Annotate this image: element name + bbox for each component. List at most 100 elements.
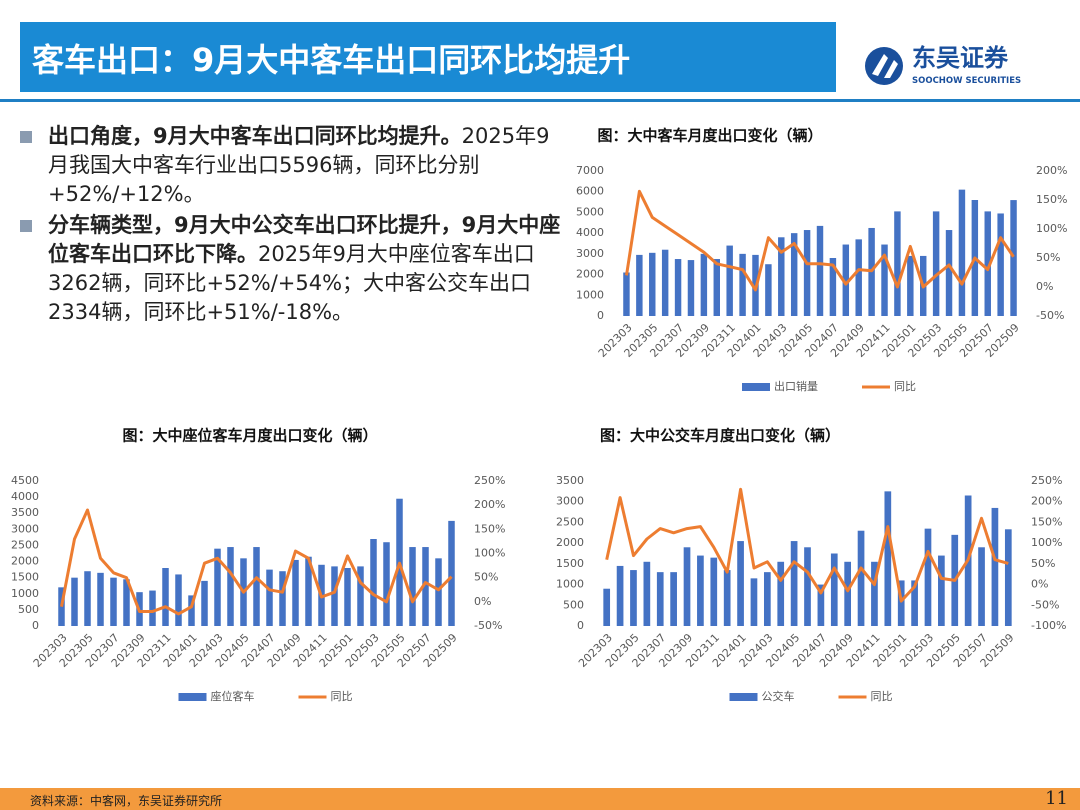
legend-label: 座位客车 — [211, 689, 255, 703]
bar — [938, 555, 945, 626]
bar — [932, 211, 940, 316]
y2-tick-label: -50% — [1036, 309, 1064, 322]
bar — [383, 542, 390, 626]
bar — [765, 264, 772, 316]
legend-swatch — [742, 383, 770, 391]
bar — [790, 541, 798, 626]
footer-bar: 资料来源：中客网，东吴证券研究所 11 — [0, 788, 1080, 810]
bar — [175, 574, 182, 626]
line — [605, 487, 1009, 603]
y2-tick-label: 0% — [1036, 280, 1053, 293]
bar — [603, 588, 611, 626]
bar — [1004, 529, 1012, 626]
bar — [790, 233, 798, 316]
legend-label: 同比 — [894, 380, 916, 393]
bar — [305, 556, 312, 626]
y2-tick-label: 50% — [1036, 251, 1060, 264]
y2-tick-label: 100% — [474, 547, 505, 560]
header-rule — [0, 99, 1080, 102]
y-tick-label: 3500 — [556, 474, 584, 487]
bar — [737, 541, 744, 626]
bar — [253, 547, 260, 626]
bar — [978, 547, 985, 626]
bar — [670, 572, 677, 626]
chart-title: 图：大中客车月度出口变化（辆） — [597, 127, 822, 145]
bar — [292, 559, 299, 626]
bar — [162, 568, 169, 626]
y2-tick-label: 250% — [474, 474, 505, 487]
y2-tick-label: 150% — [474, 522, 505, 535]
logo-cn: 东吴证券 — [912, 44, 1009, 72]
bar — [911, 580, 918, 626]
bar — [656, 572, 664, 626]
bar — [816, 225, 824, 316]
bar — [661, 249, 669, 316]
y-tick-label: 0 — [32, 619, 39, 632]
line — [625, 189, 1015, 292]
y-tick-label: 3000 — [11, 522, 39, 535]
bar — [817, 584, 825, 626]
y2-tick-label: 0% — [474, 595, 491, 608]
bar — [357, 566, 364, 626]
bar — [71, 577, 78, 626]
y-tick-label: 4000 — [576, 226, 604, 239]
bar — [687, 260, 695, 316]
bar — [700, 253, 708, 316]
legend-label: 同比 — [331, 690, 353, 703]
bar — [710, 557, 718, 626]
page-number: 11 — [1045, 788, 1068, 809]
line — [60, 508, 453, 616]
source: 资料来源：中客网，东吴证券研究所 — [30, 794, 223, 808]
bar — [448, 520, 455, 626]
bar — [829, 258, 837, 316]
y-tick-label: 3000 — [556, 495, 584, 508]
y-tick-label: 0 — [577, 619, 584, 632]
logo: 东吴证券 SOOCHOW SECURITIES — [865, 44, 1021, 86]
bar — [616, 565, 624, 626]
bar — [697, 555, 704, 626]
y2-tick-label: 250% — [1031, 474, 1062, 487]
bar — [726, 245, 733, 316]
bar — [683, 547, 691, 626]
slide-title: 客车出口：9月大中客车出口同环比均提升 — [32, 41, 631, 79]
y-tick-label: 500 — [563, 598, 584, 611]
legend-label: 出口销量 — [774, 379, 818, 393]
bar — [804, 547, 811, 626]
y-tick-label: 500 — [18, 603, 39, 616]
y2-tick-label: 150% — [1031, 515, 1062, 528]
logo-icon — [865, 47, 903, 85]
bar — [871, 561, 878, 626]
y-tick-label: 6000 — [576, 185, 604, 198]
y-tick-label: 2000 — [11, 555, 39, 568]
bullet-bold: 分车辆类型，9月大中公交车出口环比提升，9月大中座位客车出口环比下降。 — [48, 213, 561, 266]
bar — [844, 561, 852, 626]
bar — [630, 570, 637, 626]
bar — [763, 572, 771, 626]
y-tick-label: 3000 — [576, 247, 604, 260]
y2-tick-label: 100% — [1031, 536, 1062, 549]
bar — [623, 272, 630, 316]
chart-title: 图：大中座位客车月度出口变化（辆） — [122, 427, 377, 445]
bar — [674, 259, 682, 316]
charts: 图：大中客车月度出口变化（辆）0100020003000400050006000… — [11, 127, 1067, 704]
bar — [830, 553, 838, 626]
bullet: 分车辆类型，9月大中公交车出口环比提升，9月大中座位客车出口环比下降。2025年… — [20, 211, 566, 327]
y-tick-label: 1500 — [556, 557, 584, 570]
bar — [409, 547, 416, 626]
bar — [997, 213, 1004, 316]
bar — [855, 239, 862, 316]
bar — [778, 237, 785, 316]
y-tick-label: 1000 — [556, 578, 584, 591]
bar — [123, 579, 130, 626]
bar — [924, 528, 932, 626]
bar — [636, 254, 643, 316]
legend-swatch — [178, 693, 207, 701]
y-tick-label: 7000 — [576, 164, 604, 177]
bar — [643, 561, 651, 626]
logo-en: SOOCHOW SECURITIES — [912, 76, 1021, 86]
y-tick-label: 4000 — [11, 490, 39, 503]
y2-tick-label: -100% — [1031, 619, 1066, 632]
bar — [739, 253, 746, 316]
bar — [266, 569, 273, 626]
